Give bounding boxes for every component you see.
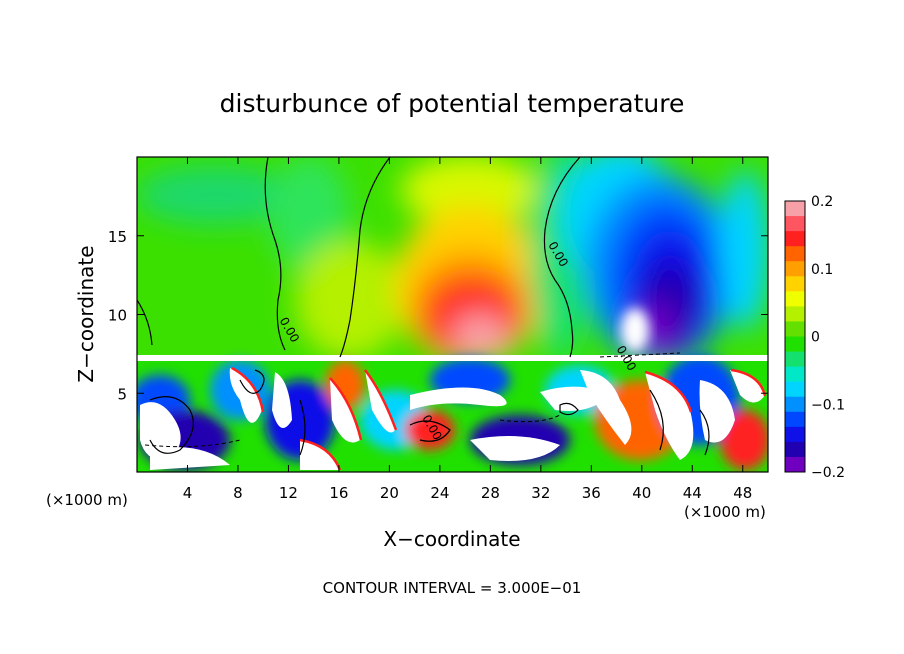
y-tick-label: 10 [108,307,127,325]
colorbar-swatch [785,321,805,337]
colorbar-swatch [785,426,805,443]
x-tick-label: 20 [380,484,399,502]
colorbar-swatch [785,456,805,473]
colorbar-swatch [785,396,805,413]
colorbar-tick-label: 0.2 [811,194,833,210]
x-tick-label: 44 [683,484,702,502]
colorbar-swatch [785,306,805,322]
y-axis-label: Z−coordinate [74,245,98,382]
colorbar-swatch [785,276,805,292]
colorbar-swatch [785,216,805,232]
colorbar-tick-labels: 0.2 0.1 0 −0.1 −0.2 [811,194,845,481]
colorbar-swatch [785,231,805,247]
plot-area [137,157,768,472]
colorbar-swatch [785,291,805,307]
y-tick-labels: 5 10 15 [108,228,127,404]
colorbar-tick-label: −0.2 [811,465,845,481]
z-unit-label: (×1000 m) [46,491,128,509]
colorbar-swatch [785,336,805,353]
colorbar-swatch [785,441,805,458]
colorbar-swatch [785,351,805,368]
colorbar-swatch [785,261,805,277]
colorbar-swatch [785,381,805,398]
colorbar-tick-label: −0.1 [811,397,845,413]
x-unit-label: (×1000 m) [684,503,766,521]
colorbar-tick-label: 0 [811,330,820,346]
x-tick-label: 24 [430,484,449,502]
x-tick-label: 36 [582,484,601,502]
x-tick-label: 48 [733,484,752,502]
contour-interval-annotation: CONTOUR INTERVAL = 3.000E−01 [323,579,582,597]
x-tick-label: 40 [632,484,651,502]
colorbar [784,200,806,473]
colorbar-swatch [785,411,805,428]
x-tick-label: 4 [183,484,193,502]
colorbar-swatch [785,201,805,217]
x-tick-label: 8 [233,484,243,502]
x-tick-labels: 4 8 12 16 20 24 28 32 36 40 44 48 [183,484,753,502]
colorbar-swatch [785,366,805,383]
x-tick-label: 16 [329,484,348,502]
chart-title: disturbunce of potential temperature [220,89,685,118]
x-tick-label: 32 [531,484,550,502]
axis-ticks [137,157,768,472]
x-tick-label: 12 [279,484,298,502]
x-tick-label: 28 [481,484,500,502]
x-axis-label: X−coordinate [383,527,520,551]
y-tick-label: 15 [108,228,127,246]
colorbar-swatch [785,246,805,262]
colorbar-tick-label: 0.1 [811,262,833,278]
y-tick-label: 5 [117,385,127,403]
colorbar-frame [784,200,806,473]
